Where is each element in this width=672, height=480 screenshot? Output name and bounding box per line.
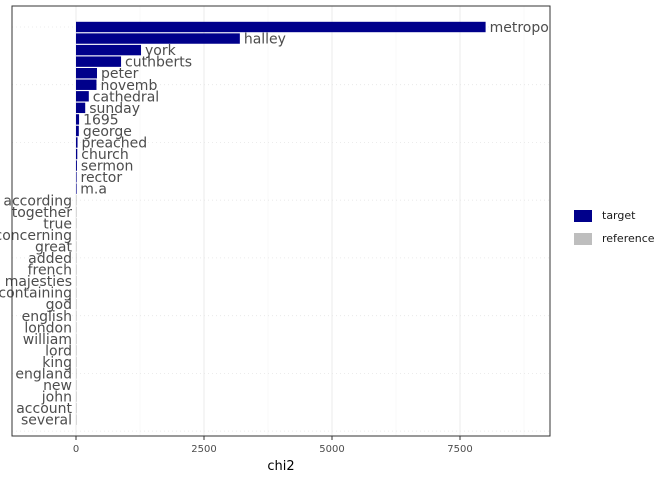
bar-target-halley <box>76 33 240 44</box>
bar-label-m.a: m.a <box>80 182 107 198</box>
x-axis-title: chi2 <box>267 459 294 474</box>
bar-label-cathedral: cathedral <box>93 89 159 105</box>
bar-label-peter: peter <box>101 66 139 82</box>
bar-reference-several <box>76 414 77 425</box>
legend-label-target: target <box>602 209 636 222</box>
legend-key-target <box>574 209 592 222</box>
bar-reference-majesties <box>76 275 77 287</box>
bar-reference-new <box>76 379 77 391</box>
bar-label-william: william <box>23 332 72 348</box>
bar-label-preached: preached <box>82 136 148 152</box>
bar-reference-john <box>76 391 77 402</box>
bar-label-majesties: majesties <box>5 274 72 290</box>
bar-label-1695: 1695 <box>83 112 119 128</box>
bar-label-king: king <box>42 355 72 371</box>
bar-label-concerning: concerning <box>0 228 72 244</box>
bar-target-george <box>76 125 79 137</box>
panel-border <box>11 5 551 437</box>
bar-reference-english <box>76 310 77 321</box>
bar-label-cuthberts: cuthberts <box>125 55 192 71</box>
bar-label-according: according <box>3 193 72 209</box>
legend-item-reference: reference <box>574 227 655 250</box>
bar-reference-containing <box>76 287 77 298</box>
bar-target-church <box>76 148 78 160</box>
bar-reference-england <box>76 368 77 379</box>
bar-label-john: john <box>41 390 72 406</box>
bar-reference-london <box>76 322 77 333</box>
x-axis: 0 2500 5000 7500 <box>73 436 473 455</box>
bar-label-metropo: metropo <box>490 20 549 36</box>
bar-label-novemb: novemb <box>100 78 157 94</box>
bar-label-great: great <box>35 239 73 255</box>
bar-reference-concerning <box>76 229 77 241</box>
bar-label-rector: rector <box>81 170 123 186</box>
bar-label-sunday: sunday <box>89 101 140 117</box>
bar-label-true: true <box>43 216 72 232</box>
bar-label-george: george <box>83 124 132 140</box>
bar-reference-true <box>76 218 77 229</box>
bar-target-cathedral <box>76 91 89 102</box>
bar-label-added: added <box>28 251 72 267</box>
bar-target-peter <box>76 68 97 79</box>
bar-target-m.a <box>76 183 77 194</box>
legend: target reference <box>574 204 655 250</box>
x-tick-label: 0 <box>73 444 79 455</box>
bar-target-york <box>76 44 142 56</box>
bar-reference-added <box>76 252 77 264</box>
bar-label-lord: lord <box>45 343 72 359</box>
bar-label-england: england <box>15 367 72 383</box>
bar-label-london: london <box>24 320 72 336</box>
bar-label-halley: halley <box>244 32 286 48</box>
bar-target-rector <box>76 171 77 183</box>
bar-reference-great <box>76 241 77 252</box>
bar-label-together: together <box>12 205 73 221</box>
bar-label-containing: containing <box>0 286 72 302</box>
bar-label-new: new <box>43 378 72 394</box>
legend-key-reference <box>574 232 592 245</box>
bar-target-cuthberts <box>76 56 122 67</box>
bar-target-preached <box>76 137 78 148</box>
legend-label-reference: reference <box>602 232 655 245</box>
bar-target-metropo <box>76 21 486 33</box>
bar-target-sermon <box>76 160 77 171</box>
bar-label-sermon: sermon <box>81 159 134 175</box>
bar-reference-god <box>76 299 77 310</box>
bars <box>76 21 486 425</box>
bar-label-english: english <box>22 309 72 325</box>
bar-labels: metropo halley yorkcuthbertspeternovembcat… <box>0 20 549 429</box>
bar-reference-account <box>76 402 77 414</box>
bar-reference-william <box>76 333 77 345</box>
bar-reference-king <box>76 356 77 368</box>
bar-label-french: french <box>28 263 72 279</box>
legend-item-target: target <box>574 204 655 227</box>
bar-reference-french <box>76 264 77 275</box>
bar-label-york: york <box>145 43 177 59</box>
x-tick-label: 2500 <box>191 444 216 455</box>
bar-label-account: account <box>16 401 72 417</box>
x-tick-label: 7500 <box>447 444 472 455</box>
bar-reference-lord <box>76 345 77 356</box>
bar-label-several: several <box>21 413 72 429</box>
bar-label-god: god <box>46 297 72 313</box>
bar-target-novemb <box>76 79 97 90</box>
x-tick-label: 5000 <box>319 444 344 455</box>
bar-label-church: church <box>81 147 128 163</box>
bar-reference-according <box>76 195 77 206</box>
bar-target-sunday <box>76 102 86 114</box>
bar-reference-together <box>76 206 77 217</box>
bar-target-1695 <box>76 114 80 125</box>
